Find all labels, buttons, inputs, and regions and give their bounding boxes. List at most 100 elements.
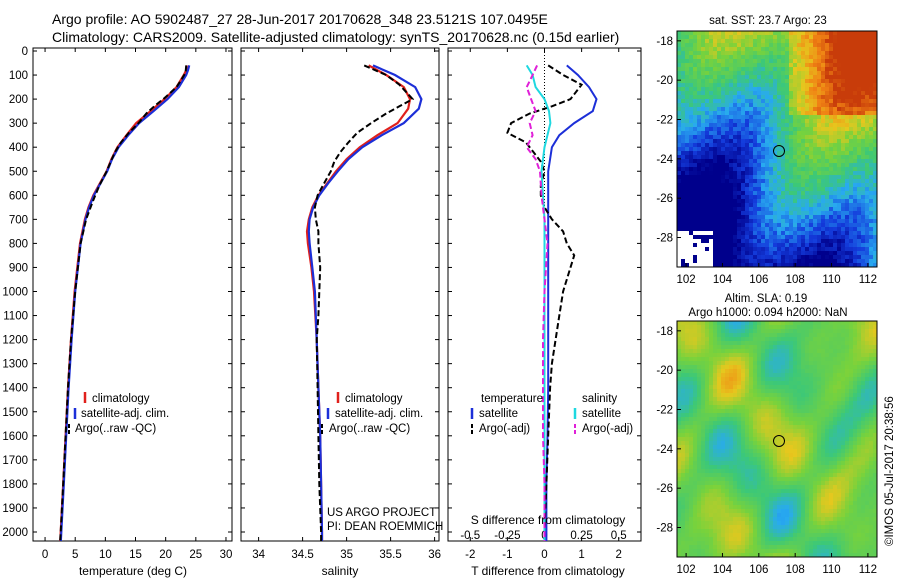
map-cell — [797, 179, 802, 184]
map-cell — [713, 111, 718, 116]
map-cell — [849, 223, 854, 228]
map-cell — [849, 47, 854, 52]
map-cell — [769, 51, 774, 56]
map-cell — [721, 393, 726, 398]
map-cell — [693, 87, 698, 92]
map-cell — [789, 175, 794, 180]
map-cell — [685, 183, 690, 188]
map-cell — [773, 373, 778, 378]
map-cell — [709, 243, 713, 247]
map-cell — [769, 131, 774, 136]
map-cell — [745, 441, 750, 446]
map-cell — [865, 457, 870, 462]
map-cell — [761, 381, 766, 386]
map-cell — [757, 215, 762, 220]
map-cell — [749, 67, 754, 72]
legend-t-argo: Argo(-adj) — [479, 423, 530, 435]
map-cell — [857, 235, 862, 240]
map-cell — [841, 35, 846, 40]
map-cell — [745, 365, 750, 370]
map-cell — [849, 167, 854, 172]
map-cell — [753, 103, 758, 108]
map-cell — [801, 219, 806, 224]
map-cell — [821, 235, 826, 240]
map-cell — [865, 243, 870, 248]
map-cell — [821, 445, 826, 450]
map-cell — [841, 393, 846, 398]
map-cell — [753, 199, 758, 204]
map-cell — [733, 361, 738, 366]
map-cell — [737, 251, 742, 256]
map-cell — [825, 99, 830, 104]
map-cell — [757, 329, 762, 334]
map-cell — [701, 47, 706, 52]
map-cell — [841, 429, 846, 434]
map-cell — [777, 67, 782, 72]
map-cell — [817, 255, 822, 260]
map-cell — [777, 31, 782, 36]
map-cell — [725, 441, 730, 446]
map-cell — [841, 325, 846, 330]
map-cell — [829, 445, 834, 450]
map-cell — [801, 75, 806, 80]
map-cell — [709, 207, 714, 212]
map-cell — [789, 385, 794, 390]
map-cell — [705, 175, 710, 180]
map-cell — [689, 199, 694, 204]
map-cell — [701, 199, 706, 204]
map-cell — [817, 59, 822, 64]
map-cell — [841, 409, 846, 414]
map-cell — [837, 381, 842, 386]
map-cell — [685, 99, 690, 104]
map-cell — [813, 147, 818, 152]
map-cell — [757, 231, 762, 236]
map-cell — [745, 243, 750, 248]
map-cell — [777, 147, 782, 152]
map-cell — [829, 235, 834, 240]
map-cell — [781, 235, 786, 240]
map-cell — [749, 409, 754, 414]
map-cell — [705, 259, 709, 263]
map-cell — [753, 131, 758, 136]
map-cell — [741, 449, 746, 454]
map-cell — [789, 449, 794, 454]
map-cell — [697, 341, 702, 346]
map-cell — [781, 437, 786, 442]
map-cell — [681, 179, 686, 184]
map-cell — [821, 95, 826, 100]
map-cell — [709, 135, 714, 140]
map-cell — [845, 369, 850, 374]
map-cell — [713, 31, 718, 36]
map-cell — [821, 453, 826, 458]
map-cell — [793, 243, 798, 248]
map-cell — [785, 381, 790, 386]
map-cell — [757, 179, 762, 184]
map-cell — [865, 239, 870, 244]
map-cell — [677, 211, 682, 216]
map-cell — [685, 373, 690, 378]
series-line — [525, 64, 552, 541]
map-cell — [709, 425, 714, 430]
map-cell — [849, 243, 854, 248]
map-cell — [845, 373, 850, 378]
map-cell — [705, 139, 710, 144]
map-cell — [769, 35, 774, 40]
map-cell — [677, 95, 682, 100]
map-cell — [717, 223, 722, 228]
map-cell — [713, 167, 718, 172]
map-cell — [681, 35, 686, 40]
map-cell — [829, 251, 834, 256]
map-cell — [749, 397, 754, 402]
map-cell — [821, 135, 826, 140]
map-cell — [825, 259, 830, 264]
map-cell — [681, 361, 686, 366]
map-cell — [713, 95, 718, 100]
map-cell — [753, 377, 758, 382]
map-cell — [869, 377, 874, 382]
map-cell — [737, 99, 742, 104]
map-cell — [737, 361, 742, 366]
map-cell — [741, 409, 746, 414]
map-cell — [685, 329, 690, 334]
map-x-tick-label: 110 — [822, 274, 840, 286]
map-cell — [761, 103, 766, 108]
